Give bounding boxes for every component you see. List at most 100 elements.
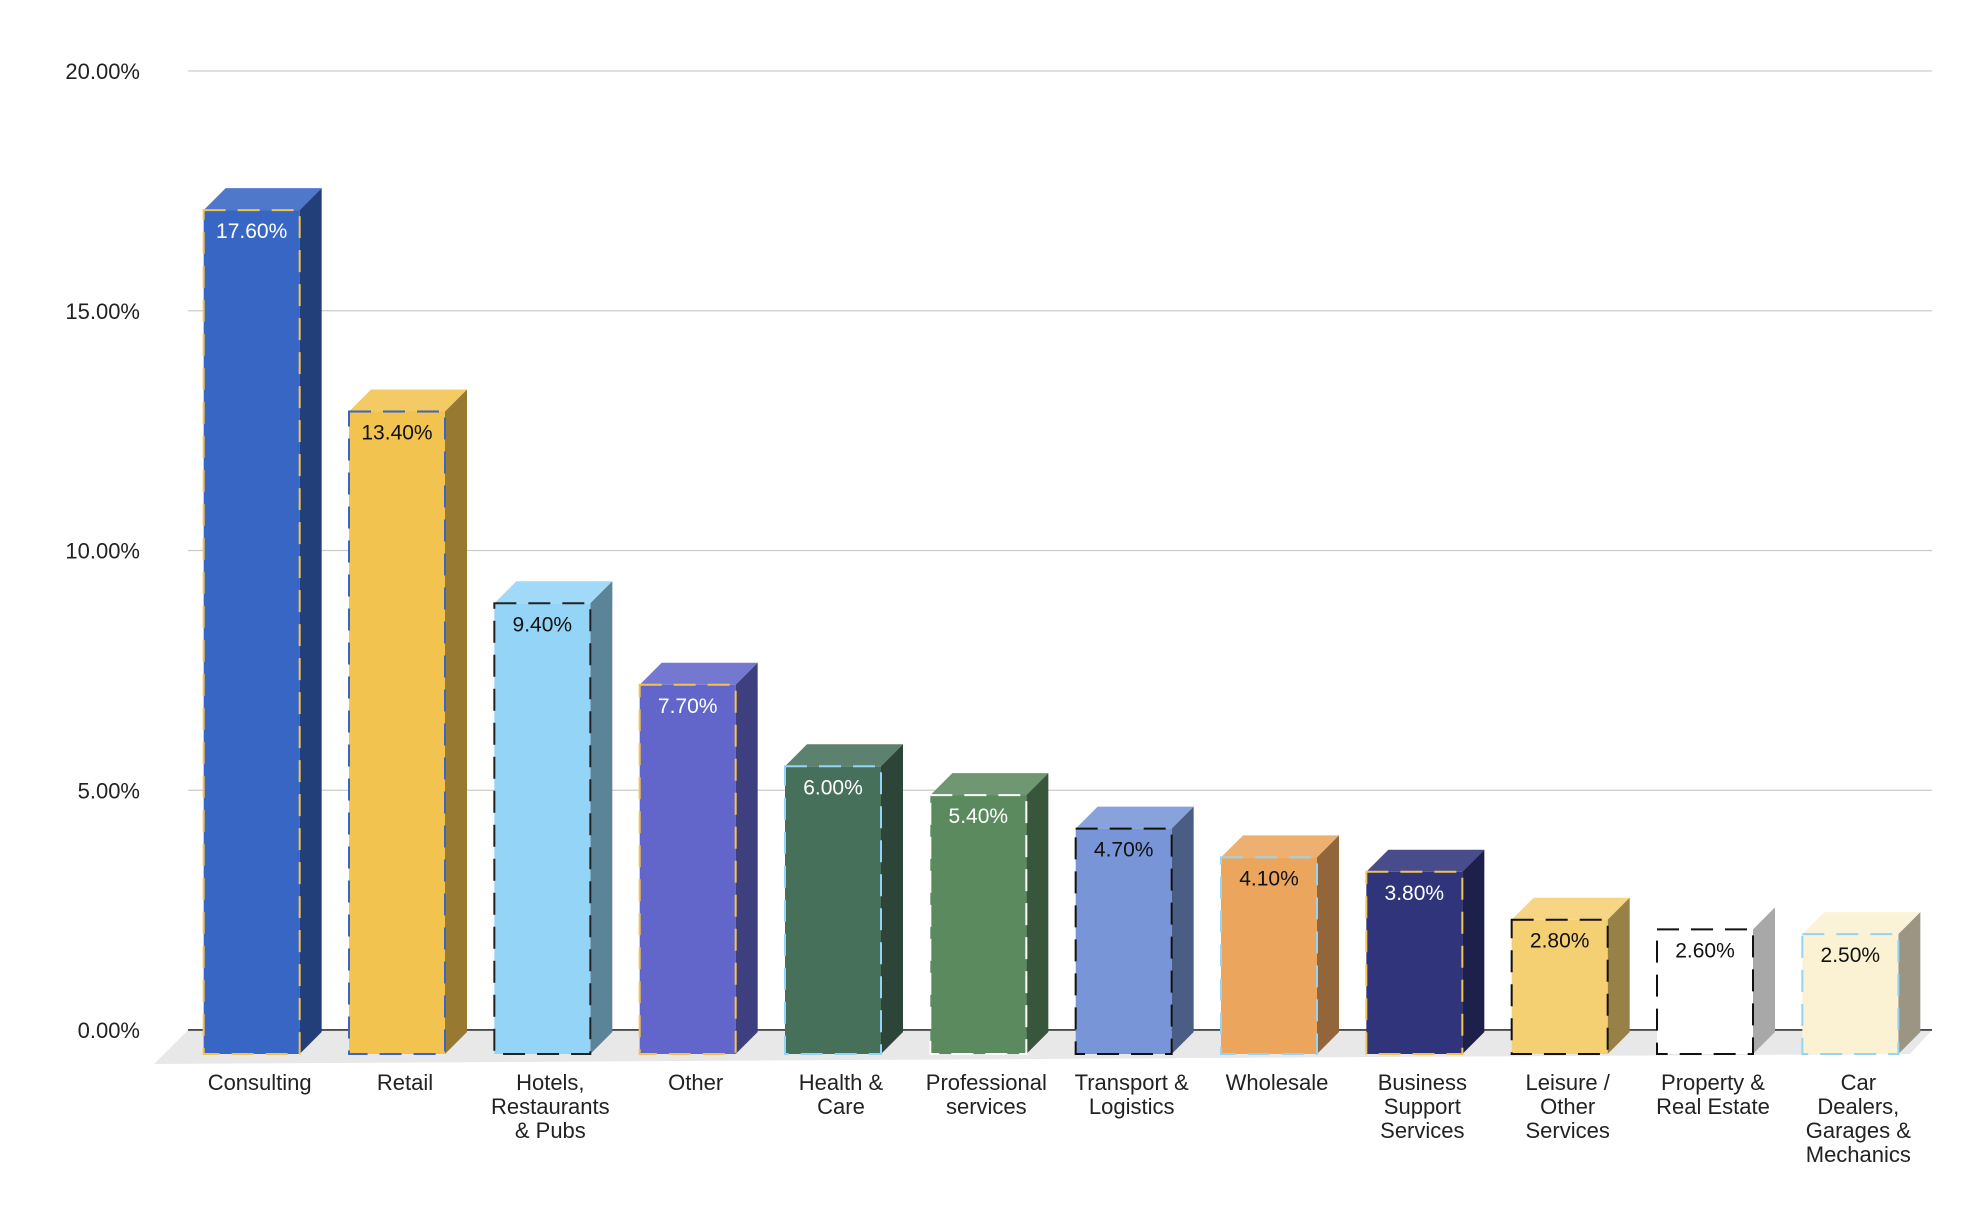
x-tick-label: Hotels, Restaurants & Pubs xyxy=(491,1070,610,1143)
bar-top-face xyxy=(785,744,903,767)
x-tick-label: Wholesale xyxy=(1226,1070,1329,1095)
bar-top-face xyxy=(1802,912,1921,935)
data-label: 2.80% xyxy=(1530,930,1590,953)
bar: 17.60% xyxy=(202,188,322,1055)
x-axis-labels: Consulting Retail Hotels, Restaurants & Pubs… xyxy=(208,1070,1912,1167)
bar-top-face xyxy=(930,773,1049,796)
bar-front-face xyxy=(1365,870,1464,1055)
bar-top-face xyxy=(639,662,758,685)
bar: 2.50% xyxy=(1801,912,1921,1055)
x-tick-label-line: Logistics xyxy=(1089,1094,1175,1119)
bar: 3.80% xyxy=(1365,849,1485,1055)
bar-front-face xyxy=(348,410,446,1056)
bar-side-face xyxy=(735,662,758,1054)
y-tick-label: 20.00% xyxy=(65,59,140,84)
data-label: 4.10% xyxy=(1239,867,1299,890)
bar: 4.70% xyxy=(1074,806,1194,1056)
data-label: 7.70% xyxy=(658,695,718,718)
bar-top-face xyxy=(1366,849,1485,872)
bar-side-face xyxy=(881,744,903,1054)
bar-side-face xyxy=(1898,912,1921,1054)
data-label: 6.00% xyxy=(803,776,863,799)
x-tick-label-line: Dealers, xyxy=(1817,1094,1899,1119)
x-tick-label-line: Real Estate xyxy=(1656,1094,1770,1119)
x-tick-label-line: Business xyxy=(1378,1070,1467,1095)
bar-front-face xyxy=(929,794,1028,1055)
x-tick-label-line: Other xyxy=(1540,1094,1595,1119)
bar-front-face xyxy=(493,602,592,1056)
x-tick-label-line: Consulting xyxy=(208,1070,312,1095)
x-tick-label-line: & Pubs xyxy=(515,1118,586,1143)
bar-front-face xyxy=(1510,918,1609,1055)
x-tick-label-line: Support xyxy=(1384,1094,1461,1119)
x-tick-label-line: Services xyxy=(1525,1118,1609,1143)
bar-top-face xyxy=(1075,806,1194,829)
bars: 17.60% 13.40% 9.40% 7.70% 6.00% 5.40% 4.70% 4.1… xyxy=(202,188,1921,1056)
bar-side-face xyxy=(299,188,322,1054)
x-tick-label-line: Hotels, xyxy=(516,1070,584,1095)
bar-front-face xyxy=(1801,933,1900,1055)
x-tick-label-line: Mechanics xyxy=(1806,1142,1911,1167)
data-label: 17.60% xyxy=(216,220,287,243)
bar-side-face xyxy=(1171,806,1194,1054)
bar-top-face xyxy=(494,581,613,604)
x-tick-label-line: Professional xyxy=(926,1070,1047,1095)
x-tick-label-line: Car xyxy=(1841,1070,1876,1095)
x-tick-label: Consulting xyxy=(208,1070,312,1095)
x-tick-label-line: Transport & xyxy=(1075,1070,1189,1095)
bar: 7.70% xyxy=(638,662,758,1055)
data-label: 2.60% xyxy=(1675,939,1735,962)
x-tick-label-line: Garages & xyxy=(1806,1118,1911,1143)
x-tick-label-line: Wholesale xyxy=(1226,1070,1329,1095)
bar-top-face xyxy=(349,389,467,412)
x-tick-label: Health & Care xyxy=(799,1070,884,1119)
data-label: 2.50% xyxy=(1821,944,1881,967)
x-tick-label: Business Support Services xyxy=(1378,1070,1467,1143)
bar: 13.40% xyxy=(348,389,467,1056)
bar-top-face xyxy=(1657,907,1775,930)
bar-side-face xyxy=(1462,849,1485,1054)
bar-side-face xyxy=(590,581,613,1054)
x-tick-label-line: Restaurants xyxy=(491,1094,610,1119)
bar-top-face xyxy=(1511,897,1630,920)
bar-side-face xyxy=(1026,773,1049,1054)
bar: 6.00% xyxy=(784,744,903,1055)
x-tick-label-line: Retail xyxy=(377,1070,433,1095)
y-tick-label: 10.00% xyxy=(65,539,140,564)
y-axis: 0.00% 5.00% 10.00% 15.00% 20.00% xyxy=(65,59,140,1043)
bar-top-face xyxy=(203,188,322,211)
x-tick-label: Property & Real Estate xyxy=(1656,1070,1770,1119)
x-tick-label-line: Property & xyxy=(1661,1070,1765,1095)
y-tick-label: 5.00% xyxy=(78,778,140,803)
bar-front-face xyxy=(1656,928,1754,1056)
data-label: 3.80% xyxy=(1385,882,1445,905)
bar-side-face xyxy=(1753,907,1775,1054)
y-tick-label: 0.00% xyxy=(78,1018,140,1043)
data-label: 13.40% xyxy=(361,421,432,444)
data-label: 5.40% xyxy=(949,805,1009,828)
bar: 2.80% xyxy=(1510,897,1630,1055)
x-tick-label-line: services xyxy=(946,1094,1027,1119)
x-tick-label-line: Services xyxy=(1380,1118,1464,1143)
bar-side-face xyxy=(445,389,467,1055)
bar-side-face xyxy=(1607,897,1630,1054)
x-tick-label: Transport & Logistics xyxy=(1075,1070,1189,1119)
x-tick-label: Professional services xyxy=(926,1070,1047,1119)
bar-top-face xyxy=(1221,835,1339,858)
data-label: 4.70% xyxy=(1094,839,1154,862)
bar-front-face xyxy=(638,683,737,1055)
bar: 4.10% xyxy=(1220,835,1339,1056)
data-label: 9.40% xyxy=(513,613,573,636)
bar: 2.60% xyxy=(1656,907,1775,1056)
bar: 9.40% xyxy=(493,581,613,1056)
bar-front-face xyxy=(1074,827,1173,1056)
bar-side-face xyxy=(1317,835,1339,1054)
y-tick-label: 15.00% xyxy=(65,299,140,324)
x-tick-label-line: Health & xyxy=(799,1070,884,1095)
bar-front-face xyxy=(202,209,301,1055)
x-tick-label-line: Other xyxy=(668,1070,723,1095)
bar-front-face xyxy=(784,765,882,1055)
bar-front-face xyxy=(1220,856,1318,1056)
x-tick-label: Leisure / Other Services xyxy=(1525,1070,1610,1143)
